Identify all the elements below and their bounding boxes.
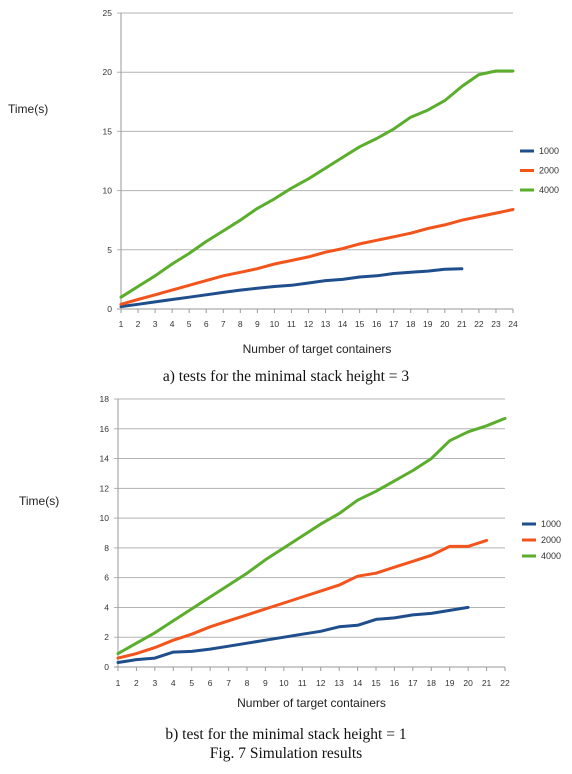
series-line-2000 [119,208,515,306]
x-tick-label: 16 [390,678,400,688]
series-line-4000 [116,416,507,656]
y-axis-title: Time(s) [8,102,48,116]
x-tick-label: 13 [334,678,344,688]
x-axis-title: Number of target containers [237,696,386,710]
x-tick-label: 11 [298,678,307,688]
x-tick-label: 1 [116,678,121,688]
x-tick-label: 17 [408,678,418,688]
y-tick-label: 10 [103,186,113,196]
x-tick-label: 15 [355,319,365,329]
legend-label-1000: 1000 [539,146,559,156]
x-tick-label: 18 [406,319,416,329]
x-tick-label: 22 [474,319,484,329]
legend-label-2000: 2000 [539,166,559,176]
x-tick-label: 7 [226,678,231,688]
x-tick-label: 16 [372,319,382,329]
x-tick-label: 20 [440,319,450,329]
caption-b: b) test for the minimal stack height = 1 [165,726,406,743]
x-tick-label: 24 [508,319,518,329]
series-line-4000 [119,69,515,299]
x-tick-label: 9 [263,678,268,688]
x-tick-label: 9 [255,319,260,329]
x-tick-label: 21 [457,319,467,329]
legend-label-2000: 2000 [541,535,561,545]
x-tick-label: 5 [187,319,192,329]
x-tick-label: 2 [134,678,139,688]
y-tick-label: 10 [100,513,110,523]
x-tick-label: 20 [463,678,473,688]
y-axis-title: Time(s) [19,494,59,508]
y-tick-label: 2 [104,632,109,642]
y-tick-label: 18 [100,394,110,404]
x-tick-label: 10 [279,678,289,688]
caption-a: a) tests for the minimal stack height = … [163,368,410,385]
series-line-1000 [119,267,464,309]
x-tick-label: 1 [119,319,124,329]
x-tick-label: 17 [389,319,399,329]
y-tick-label: 0 [104,662,109,672]
legend-label-4000: 4000 [539,185,559,195]
x-tick-label: 7 [221,319,226,329]
y-tick-label: 5 [107,245,112,255]
x-tick-label: 14 [353,678,363,688]
x-tick-label: 13 [321,319,331,329]
x-tick-label: 12 [304,319,314,329]
x-tick-label: 19 [423,319,433,329]
y-tick-label: 20 [103,67,113,77]
y-tick-label: 25 [103,8,113,18]
y-tick-label: 8 [104,543,109,553]
x-tick-label: 23 [491,319,501,329]
x-tick-label: 4 [171,678,176,688]
x-tick-label: 8 [238,319,243,329]
series-line-2000 [116,538,489,660]
x-axis-title: Number of target containers [243,342,392,356]
y-tick-label: 0 [107,304,112,314]
y-tick-label: 12 [100,483,110,493]
x-tick-label: 22 [500,678,510,688]
x-tick-label: 14 [338,319,348,329]
x-tick-label: 4 [170,319,175,329]
x-tick-label: 3 [153,319,158,329]
x-tick-label: 10 [270,319,280,329]
x-tick-label: 8 [245,678,250,688]
legend-label-1000: 1000 [541,519,561,529]
x-tick-label: 18 [427,678,437,688]
x-tick-label: 21 [482,678,492,688]
series-line-1000 [116,605,470,664]
x-tick-label: 11 [287,319,296,329]
y-tick-label: 15 [103,126,113,136]
x-tick-label: 3 [152,678,157,688]
y-tick-label: 6 [104,573,109,583]
legend-label-4000: 4000 [541,551,561,561]
y-tick-label: 16 [100,424,110,434]
x-tick-label: 12 [316,678,326,688]
figure-caption: Fig. 7 Simulation results [210,745,362,762]
x-tick-label: 2 [136,319,141,329]
x-tick-label: 15 [371,678,381,688]
y-tick-label: 14 [100,454,110,464]
y-tick-label: 4 [104,602,109,612]
x-tick-label: 5 [189,678,194,688]
x-tick-label: 19 [445,678,455,688]
x-tick-label: 6 [208,678,213,688]
x-tick-label: 6 [204,319,209,329]
